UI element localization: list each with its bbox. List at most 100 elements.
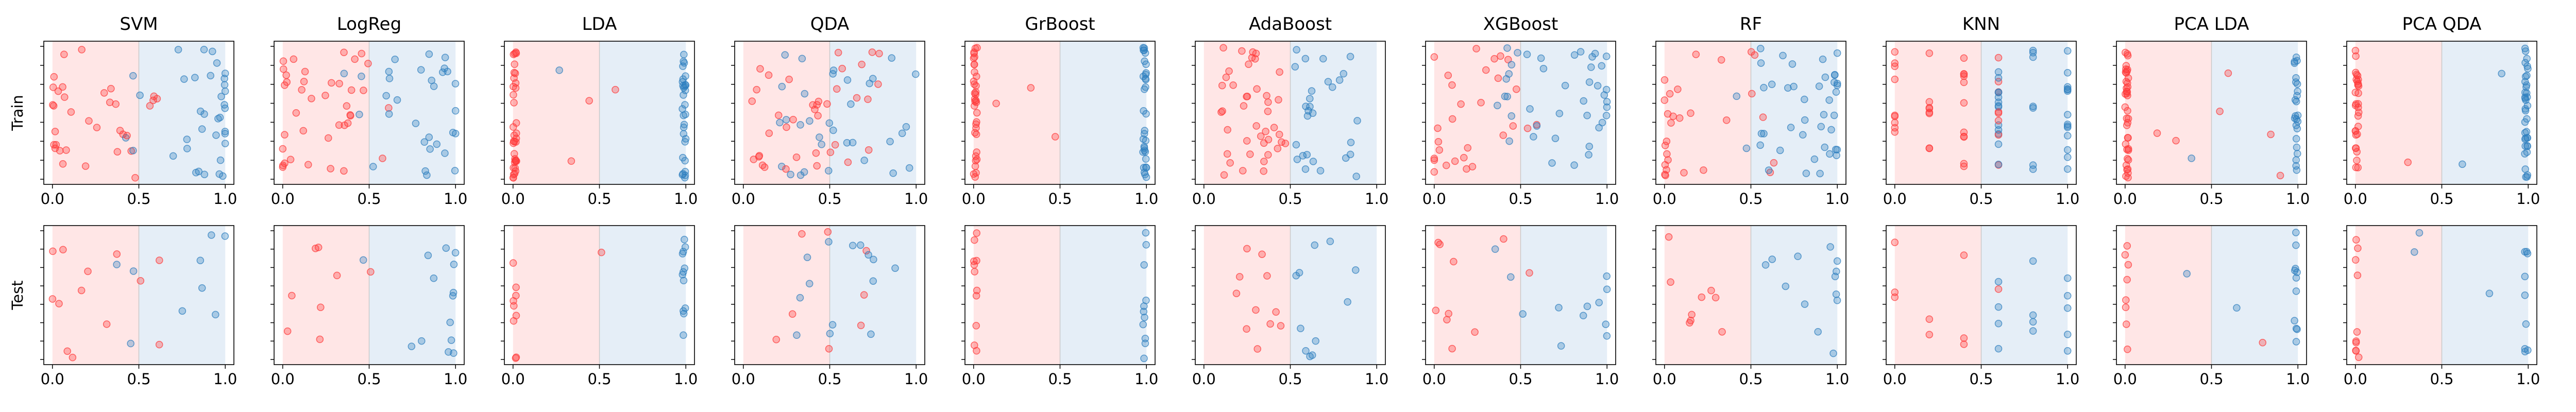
point-class1 [902,123,910,131]
region-class1 [369,41,456,184]
point-class0 [282,71,290,79]
point-class0 [1229,81,1237,89]
point-class1 [2523,248,2531,255]
x-tick-label: 0.5 [1278,370,1302,388]
point-class1 [1757,59,1765,67]
region-class0 [1204,226,1291,365]
point-class0 [340,167,348,175]
region-class0 [1664,226,1751,365]
point-class0 [512,353,520,362]
point-class1 [221,128,229,135]
point-class1 [2522,320,2530,328]
point-class0 [1263,92,1270,100]
point-class0 [1994,116,2003,125]
point-class0 [1270,124,1278,131]
point-class1 [1570,161,1578,169]
point-class1 [1308,87,1316,95]
point-class0 [281,81,289,89]
point-class1 [867,330,875,338]
point-class0 [971,102,978,110]
point-class0 [1249,48,1257,56]
point-class1 [1833,49,1841,57]
point-class1 [2063,304,2072,312]
point-class1 [2063,121,2072,128]
point-class1 [2521,165,2529,173]
point-class0 [2351,101,2360,110]
point-class0 [510,139,517,147]
point-class0 [598,248,605,256]
point-class0 [106,98,114,106]
point-class0 [1748,90,1756,98]
point-class0 [347,86,355,94]
point-class0 [2124,52,2132,60]
point-class1 [1603,98,1611,106]
region-class1 [1981,226,2068,365]
point-class0 [1674,85,1682,93]
point-class1 [2063,85,2072,93]
region-class0 [1894,226,1981,365]
point-class0 [100,89,108,97]
x-tick-label: 1.0 [1825,370,1849,388]
point-class1 [1519,310,1527,318]
point-class1 [136,91,144,99]
point-class0 [756,65,764,73]
point-class1 [1585,143,1594,150]
point-class1 [192,168,200,177]
point-class0 [113,148,122,156]
point-class0 [860,291,868,299]
point-class0 [1960,340,1968,348]
point-class1 [1598,62,1606,70]
point-class1 [127,339,134,348]
point-class1 [1140,302,1148,310]
point-class0 [972,88,980,96]
point-class0 [1504,56,1512,64]
point-class0 [1235,273,1244,281]
point-class1 [359,256,367,264]
panel-pca-lda-test: 0.0 0.5 1.0 [2113,225,2310,388]
point-class0 [512,312,520,320]
point-class1 [1603,272,1611,280]
point-class0 [1246,150,1254,158]
x-tick-label: 1.0 [674,370,698,388]
panel-title-knn: KNN [1962,14,2000,35]
point-class0 [2124,146,2132,154]
point-class0 [1278,138,1285,146]
point-class1 [912,70,920,78]
point-class1 [1319,55,1327,63]
panel-title-pca-qda: PCA QDA [2402,14,2482,35]
point-class1 [679,75,687,83]
x-tick-label: 0.0 [41,190,64,208]
point-class0 [113,250,121,258]
point-class0 [1891,288,1899,296]
point-class1 [680,310,688,318]
point-class1 [680,111,687,119]
point-class1 [1140,143,1148,150]
point-class0 [1497,52,1504,60]
point-class1 [680,277,688,285]
point-class1 [1570,51,1579,59]
point-class1 [2523,72,2531,80]
point-class0 [971,236,978,244]
point-class1 [2063,47,2072,55]
point-class0 [834,48,842,57]
point-class1 [1602,53,1611,60]
point-class0 [864,95,872,104]
point-class1 [425,133,433,141]
point-class1 [1760,83,1768,92]
point-class1 [442,244,450,252]
region-class1 [1290,226,1377,365]
point-class0 [2354,244,2362,252]
point-class0 [1430,154,1438,162]
point-class0 [279,65,287,73]
point-class1 [1602,320,1610,328]
point-class0 [1717,56,1725,64]
point-class1 [441,149,449,157]
point-class1 [869,75,877,82]
point-class0 [2123,242,2131,250]
x-tick-label: 0.5 [2199,190,2223,208]
point-class1 [444,67,451,76]
point-class1 [1141,49,1149,57]
row-label-test: Test [9,280,26,310]
point-class1 [829,66,838,74]
point-class1 [447,336,455,344]
